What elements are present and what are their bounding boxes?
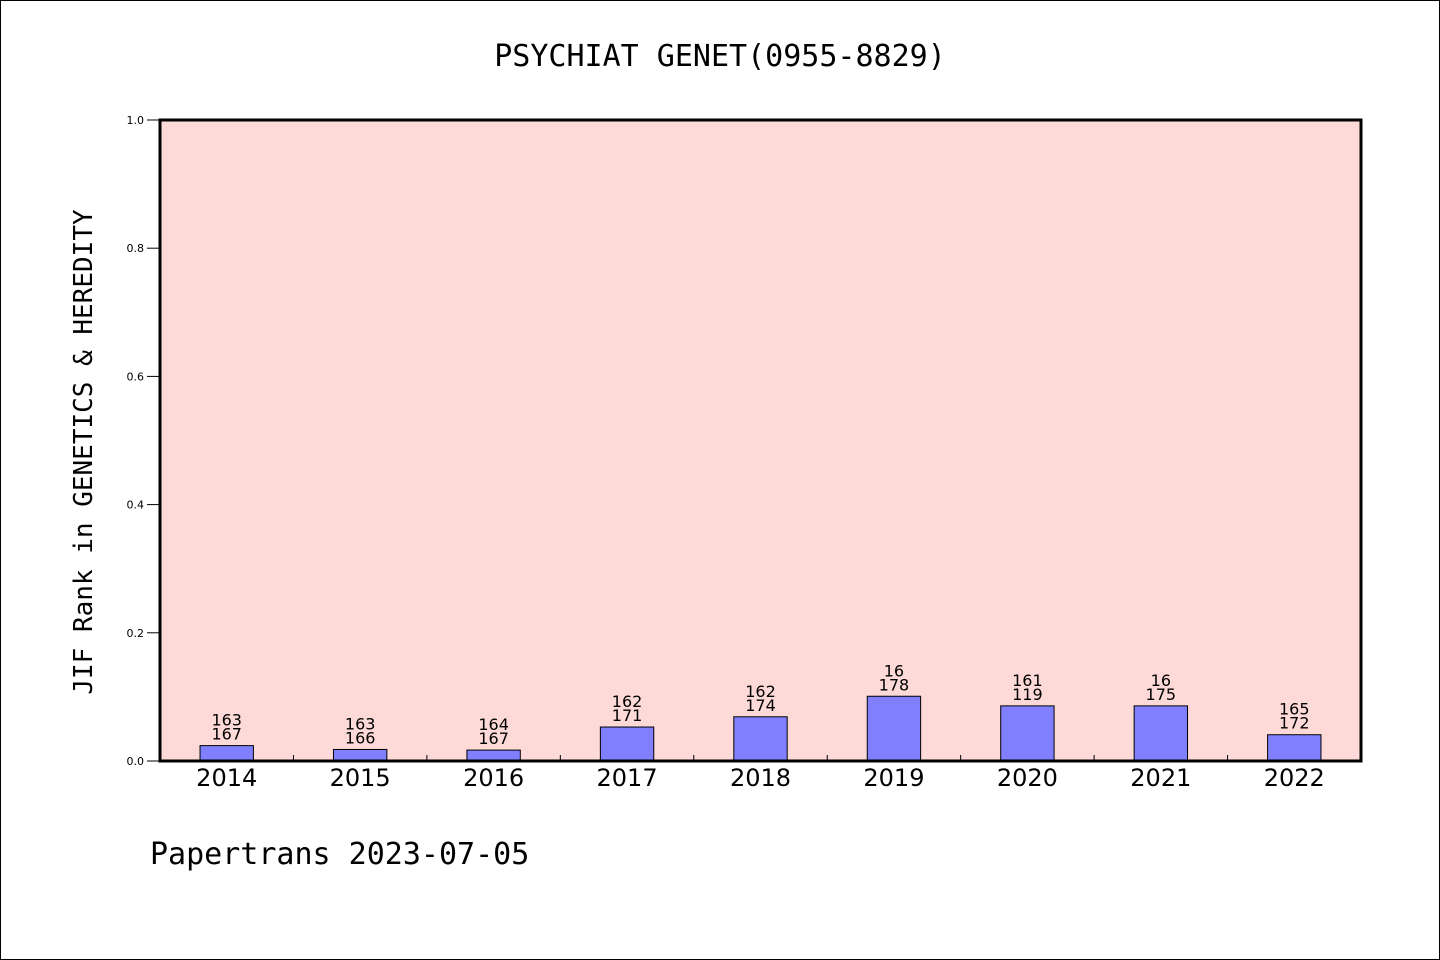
footer-text: Papertrans 2023-07-05 bbox=[150, 837, 529, 872]
x-tick-label: 2022 bbox=[1264, 764, 1325, 792]
bar-label-top: 16 bbox=[1151, 671, 1171, 690]
bar bbox=[599, 726, 655, 762]
x-tick-label: 2020 bbox=[997, 764, 1058, 792]
x-tick-label: 2017 bbox=[597, 764, 658, 792]
bar bbox=[466, 749, 521, 762]
bar-label-bottom: 167 bbox=[478, 729, 509, 748]
bar-label-top: 161 bbox=[1012, 671, 1043, 690]
y-tick-label: 0.6 bbox=[127, 370, 145, 383]
bar bbox=[1000, 705, 1055, 762]
y-tick-label: 0.2 bbox=[127, 627, 145, 640]
bar bbox=[332, 748, 388, 762]
bar-label-top: 164 bbox=[478, 715, 509, 734]
bar-label-bottom: 178 bbox=[879, 675, 910, 694]
x-tick-label: 2021 bbox=[1130, 764, 1191, 792]
x-tick-label: 2018 bbox=[730, 764, 791, 792]
bar-label-top: 162 bbox=[745, 682, 776, 701]
y-tick-label: 0.4 bbox=[127, 499, 145, 512]
x-tick-label: 2014 bbox=[196, 764, 257, 792]
bar bbox=[199, 745, 254, 762]
x-tick-label: 2015 bbox=[330, 764, 391, 792]
plot-border bbox=[158, 118, 1363, 763]
y-axis-label: JIF Rank in GENETICS & HEREDITY bbox=[69, 209, 99, 695]
bar bbox=[733, 716, 788, 762]
y-tick-label: 0.8 bbox=[127, 242, 145, 255]
bar-label-bottom: 172 bbox=[1279, 714, 1310, 733]
y-tick-label: 0.0 bbox=[127, 755, 145, 768]
y-axis: 0.0 0.2 0.4 0.6 0.8 1.0 bbox=[127, 114, 160, 768]
plot-area bbox=[160, 120, 1361, 761]
y-tick-label: 1.0 bbox=[127, 114, 145, 127]
bar-label-top: 163 bbox=[211, 711, 242, 730]
bar-label-bottom: 174 bbox=[745, 696, 776, 715]
bar-label-bottom: 175 bbox=[1146, 685, 1177, 704]
bar-label-bottom: 166 bbox=[345, 728, 376, 747]
x-tick-label: 2016 bbox=[463, 764, 524, 792]
x-tick-label: 2019 bbox=[863, 764, 924, 792]
bar-label-top: 165 bbox=[1279, 700, 1310, 719]
bar-label-top: 162 bbox=[612, 692, 643, 711]
x-axis: 2014 2015 2016 2017 2018 2019 2020 2021 2022 bbox=[196, 755, 1325, 792]
bar-label-bottom: 167 bbox=[211, 725, 242, 744]
bar-label-bottom: 171 bbox=[612, 706, 643, 725]
bar-label-top: 16 bbox=[884, 661, 904, 680]
bars-group bbox=[199, 695, 1322, 762]
bar bbox=[1133, 705, 1189, 762]
bar-label-top: 163 bbox=[345, 714, 376, 733]
bar-label-bottom: 119 bbox=[1012, 685, 1043, 704]
bar bbox=[866, 695, 922, 762]
bar bbox=[1267, 734, 1322, 762]
chart-title: PSYCHIAT GENET(0955-8829) bbox=[494, 39, 946, 74]
